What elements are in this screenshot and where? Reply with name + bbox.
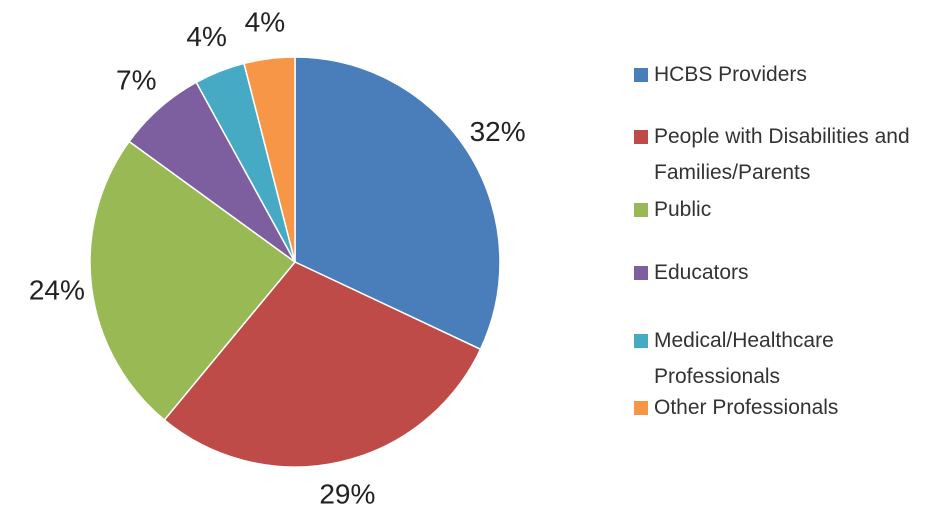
legend-label: People with Disabilities and Families/Pa… <box>654 125 910 184</box>
data-label: 24% <box>29 274 85 305</box>
pie-slice <box>294 56 501 351</box>
legend-entry: Medical/Healthcare Professionals <box>634 323 932 395</box>
pie-slice <box>243 56 296 263</box>
pie-slice <box>163 261 482 468</box>
legend-label: Medical/Healthcare Professionals <box>654 329 834 388</box>
legend-label: Public <box>654 198 712 221</box>
data-label: 32% <box>470 116 526 147</box>
data-label: 4% <box>186 21 226 52</box>
legend-entry: People with Disabilities and Families/Pa… <box>634 119 932 191</box>
legend-swatch <box>634 203 648 217</box>
legend-swatch <box>634 334 648 348</box>
legend-swatch <box>634 401 648 415</box>
legend-entry: Public <box>634 192 932 228</box>
legend-entry: HCBS Providers <box>634 57 932 93</box>
legend-label: Other Professionals <box>654 396 839 419</box>
legend-entry: Educators <box>634 255 932 291</box>
legend-swatch <box>634 68 648 82</box>
legend-swatch <box>634 130 648 144</box>
legend-label: Educators <box>654 261 749 284</box>
data-label: 4% <box>245 6 285 37</box>
data-label: 7% <box>116 64 156 95</box>
legend-entry: Other Professionals <box>634 390 932 426</box>
legend-label: HCBS Providers <box>654 63 807 86</box>
legend-swatch <box>634 266 648 280</box>
pie-slice <box>89 140 297 422</box>
data-label: 29% <box>319 479 375 510</box>
